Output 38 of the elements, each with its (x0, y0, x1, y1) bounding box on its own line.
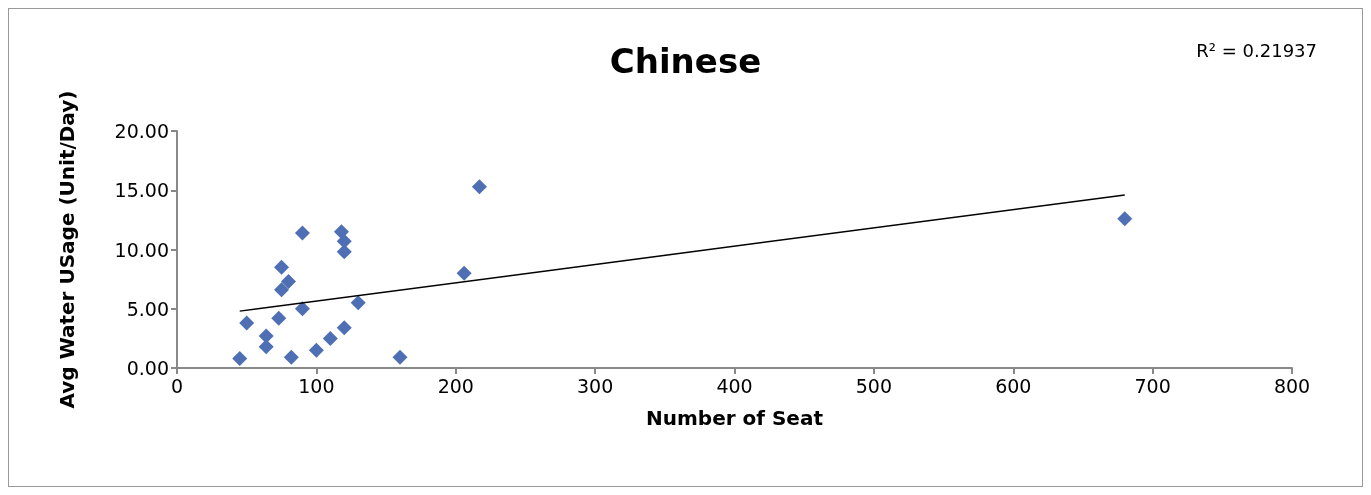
point (456, 265, 472, 281)
point (322, 330, 338, 346)
y-tick-label: 5.00 (126, 297, 169, 320)
x-tick-label: 100 (298, 374, 335, 397)
point (258, 339, 274, 355)
point (308, 342, 324, 358)
text: R² = 0.21937 (1196, 39, 1317, 61)
y-tick-label: 10.00 (114, 238, 169, 261)
point (239, 315, 255, 331)
y-tick-label: 0.00 (126, 357, 169, 379)
point (294, 301, 310, 317)
point (1117, 211, 1133, 227)
x-tick-label: 800 (1273, 374, 1311, 397)
point (350, 295, 366, 311)
point (336, 320, 352, 336)
x-tick-label: 300 (576, 374, 614, 397)
point (274, 282, 290, 298)
y-tick-label: 20.00 (114, 120, 169, 142)
x-tick-label: 200 (437, 374, 474, 397)
point (232, 351, 248, 367)
point (336, 233, 352, 249)
chart-title: Chinese (609, 41, 762, 81)
point (283, 349, 299, 365)
point (294, 225, 310, 241)
x-tick-label: 600 (995, 374, 1032, 397)
point (392, 349, 408, 365)
point (274, 259, 290, 275)
point (471, 179, 487, 195)
y-axis-title: Avg Water USage (Unit/Day) (55, 90, 79, 409)
point (271, 310, 287, 326)
x-tick-label: 500 (855, 374, 893, 397)
x-axis-title: Number of Seat (646, 406, 824, 430)
x-tick-label: 0 (170, 374, 184, 397)
point (336, 244, 352, 260)
x-tick-label: 700 (1134, 374, 1171, 397)
y-tick-label: 15.00 (114, 179, 169, 202)
x-tick-label: 400 (716, 374, 753, 397)
point (281, 273, 296, 289)
